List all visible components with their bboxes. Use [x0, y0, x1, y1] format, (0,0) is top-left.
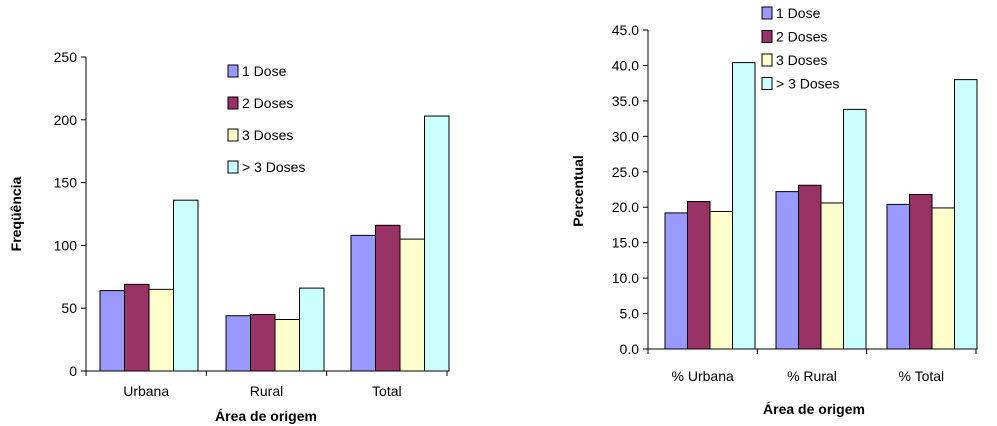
legend-swatch: [761, 30, 773, 43]
bar-total-series-4: [424, 115, 450, 372]
y-tick-label: 200: [54, 112, 78, 128]
x-category-label: Rural: [250, 383, 283, 399]
bar-total-series-2: [375, 224, 401, 372]
y-tick-label: 0: [69, 363, 77, 379]
bar-rural-series-1: [775, 191, 799, 350]
bar-rural-series-3: [820, 202, 844, 350]
legend: 1 Dose 2 Doses 3 Doses > 3 Doses: [761, 5, 839, 92]
y-tick-label: 25.0: [612, 164, 639, 180]
chart-1: 0 50 100 150 200 250 Urbana Rural Total Área de o…: [8, 49, 450, 424]
x-category-label: % Total: [898, 368, 944, 384]
y-tick-label: 40.0: [612, 57, 639, 73]
y-tick-label: 35.0: [612, 93, 639, 109]
y-tick-label: 100: [54, 237, 78, 253]
y-axis-title: Freqüência: [8, 176, 24, 251]
bar-urbana-series-1: [99, 290, 125, 372]
bar-urbana-series-2: [687, 201, 711, 350]
y-tick-label: 150: [54, 175, 78, 191]
bar-urbana-series-4: [732, 62, 756, 350]
legend-swatch: [761, 6, 773, 20]
legend-swatch: [227, 160, 239, 174]
legend-swatch: [227, 96, 239, 110]
bar-urbana-series-1: [664, 212, 688, 350]
legend-label: 1 Dose: [242, 63, 287, 79]
bar-rural-series-2: [250, 313, 276, 372]
legend-label: 2 Doses: [242, 95, 293, 111]
legend-swatch: [761, 77, 773, 90]
bar-urbana-series-3: [709, 210, 733, 350]
x-category-label: Urbana: [123, 383, 169, 399]
y-axis-title: Percentual: [570, 155, 586, 227]
y-tick-label: 50: [61, 300, 77, 316]
x-category-label: Total: [372, 383, 402, 399]
legend-label: > 3 Doses: [776, 76, 839, 92]
bar-total-series-4: [954, 79, 978, 350]
legend-label: 3 Doses: [242, 127, 293, 143]
x-axis-title: Área de origem: [763, 401, 865, 417]
y-tick-label: 0.0: [620, 341, 640, 357]
legend-swatch: [227, 64, 239, 78]
bar-rural-series-1: [225, 315, 251, 372]
bar-rural-series-4: [299, 287, 325, 372]
bar-total-series-2: [909, 193, 933, 350]
legend-label: 2 Doses: [776, 29, 827, 45]
bar-rural-series-4: [843, 108, 867, 350]
y-tick-label: 20.0: [612, 199, 639, 215]
bar-urbana-series-2: [124, 283, 150, 372]
legend-swatch: [227, 128, 239, 142]
legend: 1 Dose 2 Doses 3 Doses > 3 Doses: [227, 63, 305, 175]
bar-rural-series-3: [274, 319, 300, 372]
bar-total-series-1: [350, 234, 376, 372]
bar-total-series-3: [931, 207, 955, 350]
bar-total-series-3: [399, 238, 425, 372]
legend-label: 1 Dose: [776, 5, 821, 21]
y-tick-label: 30.0: [612, 128, 639, 144]
x-axis-title: Área de origem: [215, 408, 317, 424]
y-tick-label: 15.0: [612, 235, 639, 251]
y-tick-label: 10.0: [612, 270, 639, 286]
x-category-label: % Urbana: [672, 368, 734, 384]
legend-label: 3 Doses: [776, 52, 827, 68]
legend-label: > 3 Doses: [242, 159, 305, 175]
x-category-label: % Rural: [787, 368, 837, 384]
bar-urbana-series-4: [173, 199, 199, 372]
bar-rural-series-2: [798, 184, 822, 350]
y-tick-label: 250: [54, 49, 78, 65]
bar-urbana-series-3: [148, 288, 174, 372]
chart-2: 0.0 5.0 10.0 15.0 20.0 25.0 30.0 35.0 40.0 45.0 % …: [570, 5, 978, 417]
bar-total-series-1: [886, 203, 910, 350]
legend-swatch: [761, 53, 773, 67]
y-tick-label: 5.0: [620, 306, 640, 322]
y-tick-label: 45.0: [612, 22, 639, 38]
